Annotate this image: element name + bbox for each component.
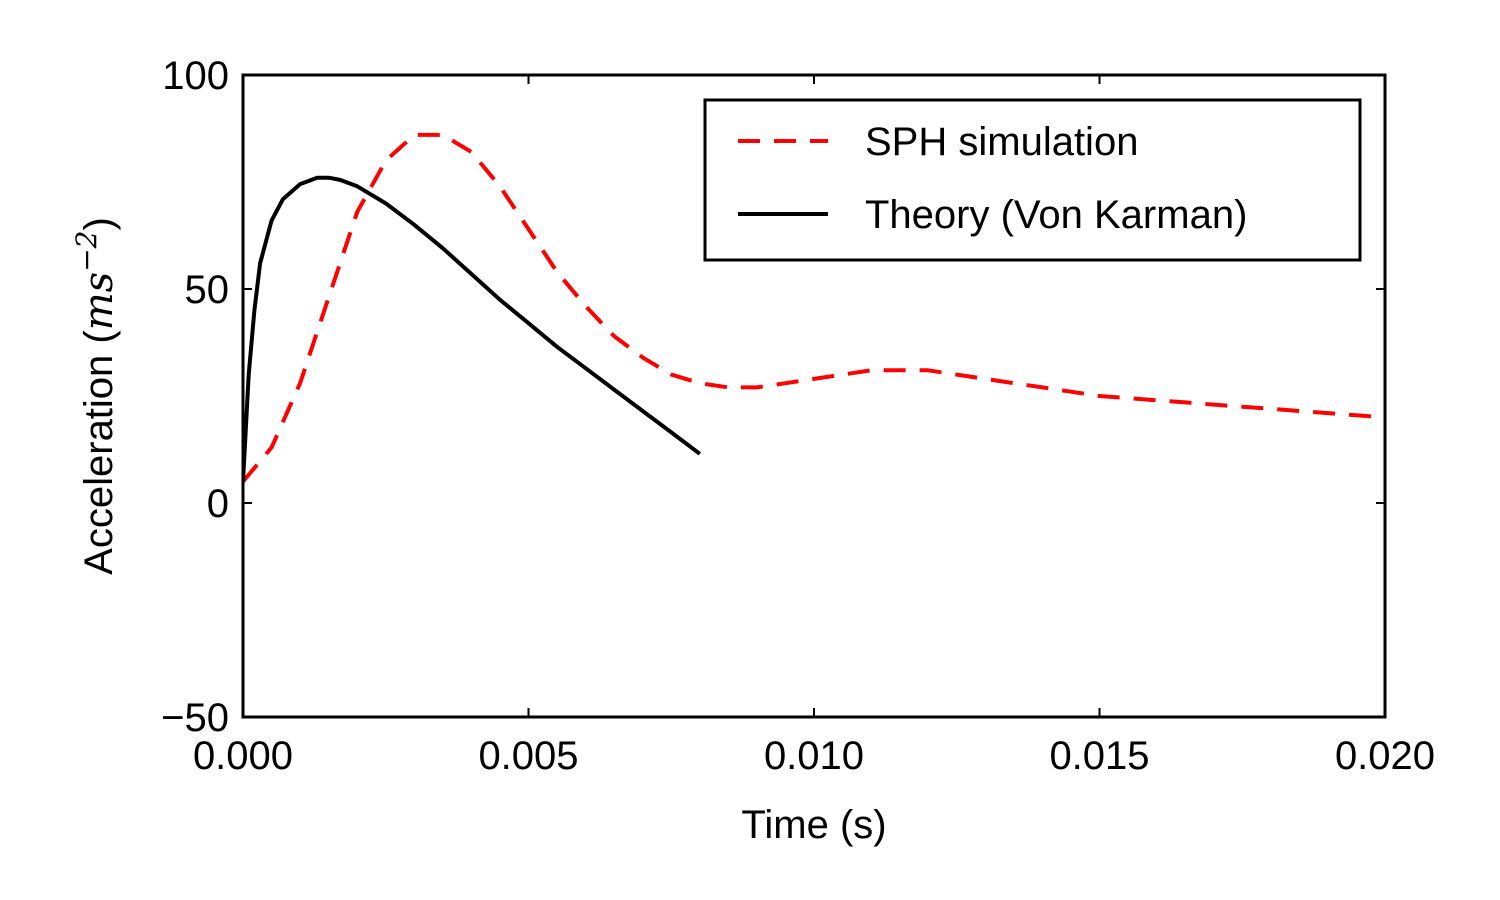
x-tick-label: 0.020	[1335, 734, 1435, 778]
y-tick-label: 100	[162, 54, 229, 98]
legend-label-theory: Theory (Von Karman)	[865, 193, 1247, 237]
y-axis-label-unit: ms	[76, 272, 122, 330]
x-tick-label: 0.005	[478, 734, 578, 778]
x-tick-label: 0.010	[764, 734, 864, 778]
legend-label-sph: SPH simulation	[865, 120, 1138, 164]
x-tick-label: 0.000	[193, 734, 293, 778]
y-tick-label: −50	[161, 696, 229, 740]
legend: SPH simulation Theory (Von Karman)	[703, 98, 1362, 262]
y-axis-label-suffix: )	[77, 217, 121, 230]
y-tick-label: 0	[207, 482, 229, 526]
x-axis-label: Time (s)	[741, 803, 886, 847]
y-axis-label: Acceleration (ms−2)	[70, 217, 122, 575]
series-line-sph	[243, 132, 1385, 483]
ticks-layer: 0.000 0.005 0.010 0.015 0.020 −50 0 50 100	[161, 54, 1435, 778]
legend-box	[703, 98, 1362, 262]
series-layer	[243, 132, 1385, 483]
y-axis-label-exponent: −2	[70, 231, 103, 272]
x-tick-label: 0.015	[1049, 734, 1149, 778]
y-axis-label-prefix: Acceleration (	[77, 330, 121, 575]
series-line-theory	[243, 175, 702, 482]
y-tick-label: 50	[185, 268, 230, 312]
